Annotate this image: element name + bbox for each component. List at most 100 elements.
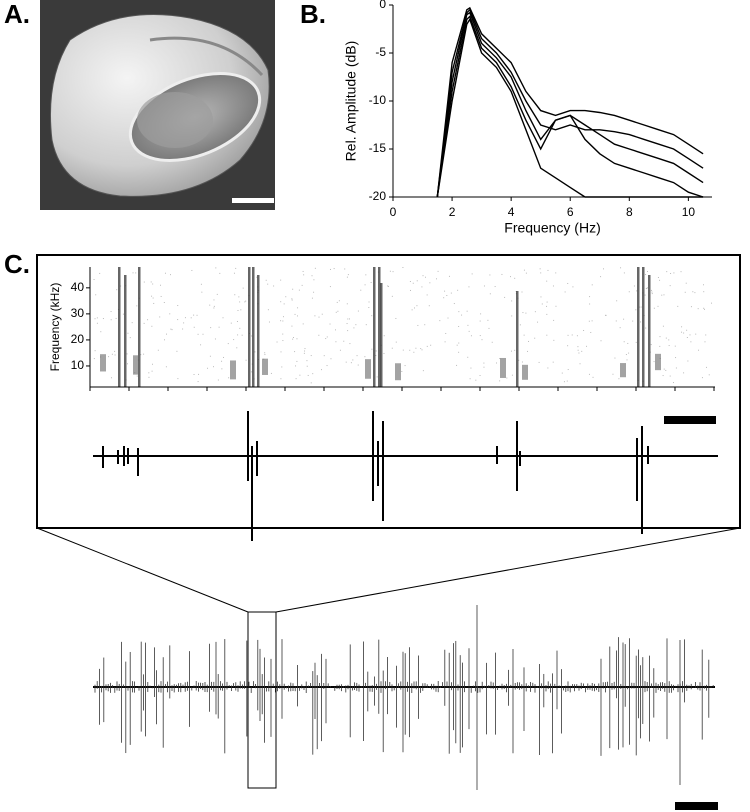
spectrogram-noise	[99, 272, 101, 274]
spectrogram-noise	[209, 304, 211, 306]
spectrogram-noise	[416, 305, 418, 307]
spectrogram-burst	[637, 267, 640, 387]
spectrogram-noise	[561, 372, 563, 374]
spectrogram-noise	[197, 381, 199, 383]
spectrogram-noise	[625, 354, 627, 356]
spectrogram-noise	[148, 376, 150, 378]
spectrogram-noise	[659, 336, 661, 338]
spectrogram-noise	[236, 347, 238, 349]
spectrogram-noise	[546, 334, 548, 336]
spectrogram-noise	[270, 372, 272, 374]
spectrogram-burst	[138, 267, 141, 387]
spectrogram-noise	[521, 361, 523, 363]
spectrogram-noise	[417, 324, 419, 326]
spectrogram-noise	[495, 362, 497, 364]
spectrogram-noise	[228, 377, 230, 379]
spectrogram-burst	[516, 291, 519, 387]
spectrogram-noise	[443, 297, 445, 299]
spectrogram-noise	[468, 330, 470, 332]
spectrogram-noise	[111, 353, 113, 355]
spectrogram-noise	[623, 272, 625, 274]
spectrogram-noise	[604, 314, 606, 316]
spectrogram-noise	[647, 271, 649, 273]
spectrogram-noise	[708, 374, 710, 376]
spectrogram-noise	[335, 311, 337, 313]
spectrogram-noise	[237, 309, 239, 311]
spectrogram-noise	[110, 319, 112, 321]
spectrogram-noise	[296, 360, 298, 362]
spectrogram-noise	[102, 318, 104, 320]
spectrogram-noise	[306, 360, 308, 362]
spectrogram-noise	[525, 312, 527, 314]
spectrogram-noise	[430, 344, 432, 346]
spectrogram-noise	[387, 285, 389, 287]
spectrogram-noise	[282, 333, 284, 335]
spectrogram-noise	[646, 287, 648, 289]
spectrogram-noise	[311, 275, 313, 277]
spectrogram-noise	[233, 272, 235, 274]
spectrogram-noise	[510, 350, 512, 352]
spectrogram-noise	[127, 332, 129, 334]
spectrogram-noise	[669, 375, 671, 377]
spectrogram-burst	[248, 267, 251, 387]
spectrogram-noise	[126, 363, 128, 365]
spectrogram-noise	[668, 345, 670, 347]
spectrogram-noise	[238, 296, 240, 298]
spectrogram-noise	[122, 313, 124, 315]
spectrogram-noise	[635, 341, 637, 343]
x-tick-label: 10	[682, 205, 696, 219]
spectrogram-noise	[95, 294, 97, 296]
spectrogram-noise	[116, 289, 118, 291]
spectrogram-noise	[411, 309, 413, 311]
spectrogram-noise	[603, 268, 605, 270]
inset-frame	[36, 254, 741, 529]
zoom-line	[36, 527, 249, 613]
x-tick-label: 4	[508, 205, 515, 219]
spectrogram-noise	[297, 307, 299, 309]
spectrogram-noise	[401, 370, 403, 372]
y-tick-label: 0	[379, 0, 386, 11]
spectrogram-noise	[681, 331, 683, 333]
spectrogram-noise	[511, 315, 513, 317]
spectrogram-noise	[376, 376, 378, 378]
spectrogram-noise	[368, 307, 370, 309]
spectrogram-noise	[435, 278, 437, 280]
spectrogram-noise	[456, 364, 458, 366]
spectrogram-noise	[494, 286, 496, 288]
spectrogram-noise	[151, 325, 153, 327]
spectrogram-noise	[143, 353, 145, 355]
spectrogram-noise	[424, 324, 426, 326]
y-tick-label: 40	[71, 280, 85, 294]
spectrogram-noise	[553, 319, 555, 321]
specimen-inner	[137, 92, 213, 148]
spectrogram-burst	[257, 275, 260, 387]
spectrogram-noise	[387, 285, 389, 287]
spectrogram-noise	[458, 351, 460, 353]
x-tick-label: 2	[449, 205, 456, 219]
spectrogram-noise	[421, 286, 423, 288]
spectrogram-noise	[518, 359, 520, 361]
spectrogram-noise	[339, 349, 341, 351]
spectrogram-noise	[136, 375, 138, 377]
spectrogram-noise	[662, 375, 664, 377]
spectrogram-noise	[444, 290, 446, 292]
zoom-line	[275, 527, 741, 613]
spectrogram-noise	[335, 341, 337, 343]
spectrogram-noise	[191, 269, 193, 271]
spectrogram-noise	[370, 281, 372, 283]
spectrogram-noise	[242, 287, 244, 289]
spectrogram-noise	[437, 270, 439, 272]
spectrogram-noise	[623, 341, 625, 343]
y-tick-label: -15	[369, 141, 387, 155]
spectrogram-noise	[541, 303, 543, 305]
spectrogram-noise	[416, 280, 418, 282]
spectrogram-noise	[177, 319, 179, 321]
spectrogram-noise	[514, 349, 516, 351]
spectrogram-noise	[698, 349, 700, 351]
spectrogram-noise	[227, 343, 229, 345]
spectrogram-noise	[546, 280, 548, 282]
spectrogram-noise	[184, 317, 186, 319]
spectrogram-noise	[346, 323, 348, 325]
spectrogram-noise	[356, 355, 358, 357]
